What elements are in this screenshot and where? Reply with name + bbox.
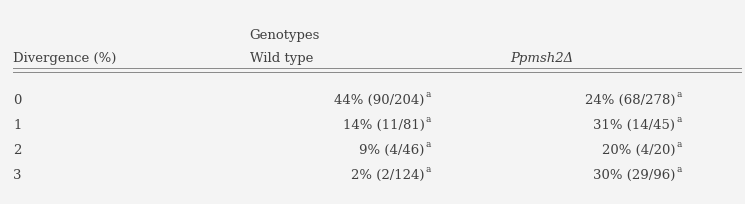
Text: 44% (90/204): 44% (90/204) xyxy=(335,94,425,107)
Text: a: a xyxy=(425,165,431,174)
Text: a: a xyxy=(676,165,682,174)
Text: 24% (68/278): 24% (68/278) xyxy=(585,94,675,107)
Text: 31% (14/45): 31% (14/45) xyxy=(593,119,675,132)
Text: Divergence (%): Divergence (%) xyxy=(13,52,117,65)
Text: a: a xyxy=(425,140,431,149)
Text: Genotypes: Genotypes xyxy=(250,29,320,42)
Text: 1: 1 xyxy=(13,119,22,132)
Text: a: a xyxy=(425,90,431,99)
Text: a: a xyxy=(676,140,682,149)
Text: 2% (2/124): 2% (2/124) xyxy=(351,169,425,182)
Text: 9% (4/46): 9% (4/46) xyxy=(359,144,425,157)
Text: a: a xyxy=(425,115,431,124)
Text: 2: 2 xyxy=(13,144,22,157)
Text: a: a xyxy=(676,90,682,99)
Text: a: a xyxy=(676,115,682,124)
Text: 30% (29/96): 30% (29/96) xyxy=(593,169,675,182)
Text: 14% (11/81): 14% (11/81) xyxy=(343,119,425,132)
Text: Wild type: Wild type xyxy=(250,52,313,65)
Text: Ppmsh2Δ: Ppmsh2Δ xyxy=(510,52,574,65)
Text: 20% (4/20): 20% (4/20) xyxy=(602,144,675,157)
Text: 0: 0 xyxy=(13,94,22,107)
Text: 3: 3 xyxy=(13,169,22,182)
